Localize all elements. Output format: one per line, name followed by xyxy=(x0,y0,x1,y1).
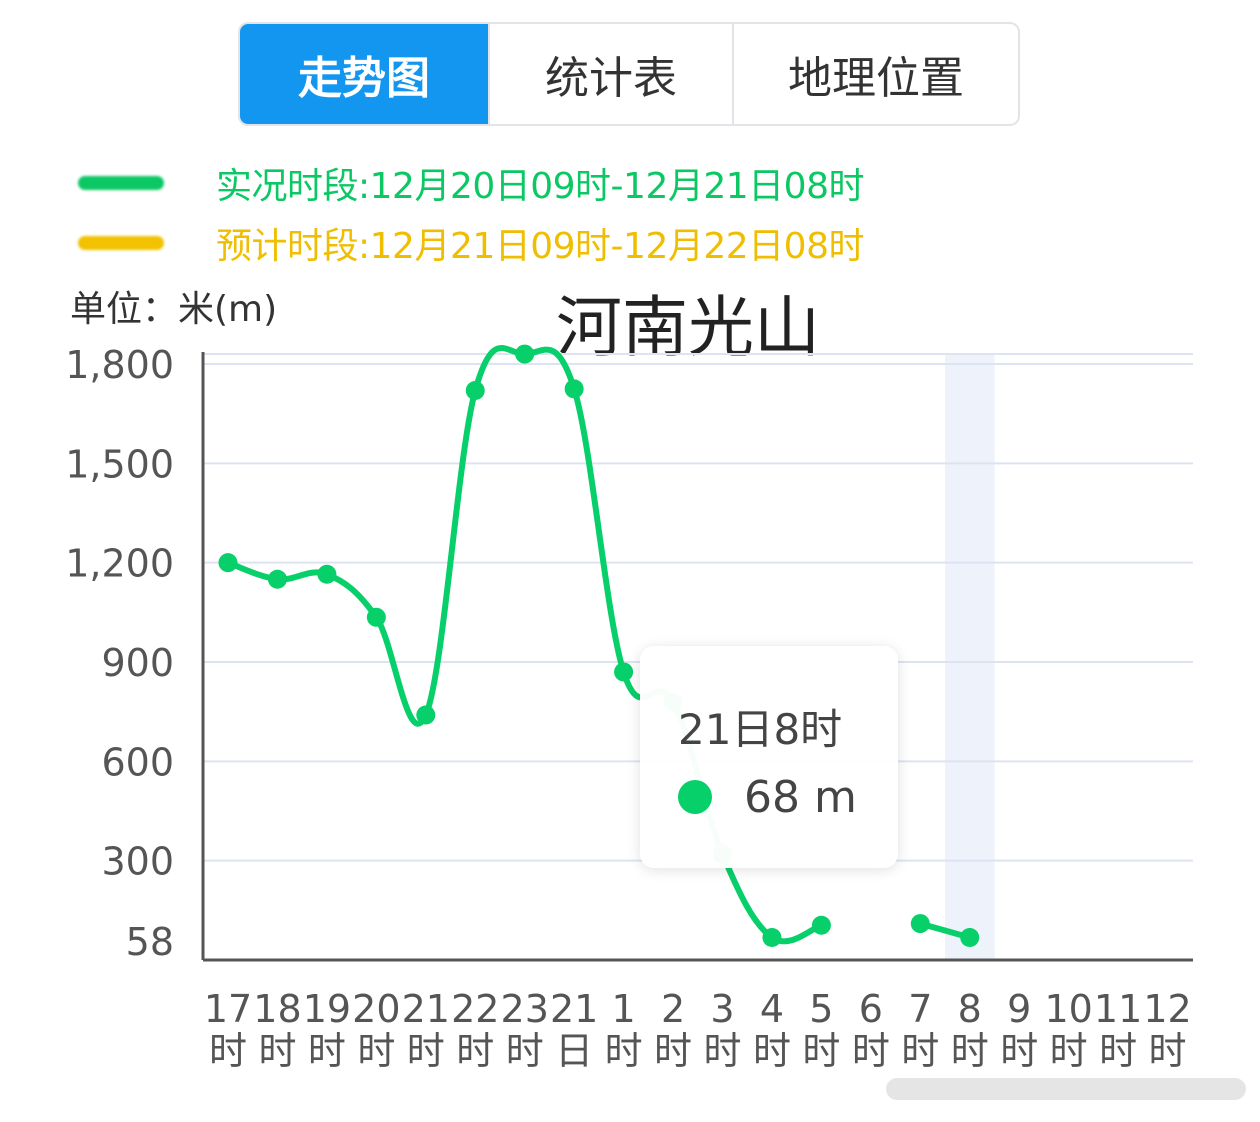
x-tick-label: 9 xyxy=(1007,987,1031,1031)
x-tick-label: 11 xyxy=(1094,987,1142,1031)
x-tick-label: 5 xyxy=(809,987,833,1031)
x-tick-suffix: 时 xyxy=(506,1029,544,1073)
unit-label: 单位：米(m) xyxy=(70,289,278,330)
chart-tooltip: 21日8时 68 m xyxy=(640,646,898,868)
data-point xyxy=(465,381,485,401)
x-tick-suffix: 时 xyxy=(605,1029,643,1073)
x-tick-suffix: 时 xyxy=(357,1029,395,1073)
x-tick-suffix: 时 xyxy=(407,1029,445,1073)
y-tick-label: 1,500 xyxy=(65,442,174,486)
x-tick-suffix: 时 xyxy=(1149,1029,1187,1073)
x-tick-label: 1 xyxy=(612,987,636,1031)
x-tick-label: 8 xyxy=(958,987,982,1031)
data-point xyxy=(416,705,436,725)
x-tick-label: 2 xyxy=(661,987,685,1031)
legend-forecast-label: 预计时段:12月21日09时-12月22日08时 xyxy=(216,226,864,267)
y-tick-label: 1,800 xyxy=(65,343,174,387)
tooltip-value: 68 m xyxy=(744,772,857,823)
x-tick-suffix: 时 xyxy=(703,1029,741,1073)
x-tick-label: 19 xyxy=(303,987,351,1031)
data-point xyxy=(762,927,782,947)
view-tabs: 走势图 统计表 地理位置 xyxy=(238,22,1020,126)
y-tick-label: 600 xyxy=(101,740,174,784)
legend-observed: 实况时段:12月20日09时-12月21日08时 xyxy=(78,158,864,208)
data-point xyxy=(267,569,287,589)
data-point xyxy=(614,662,634,682)
data-point xyxy=(317,564,337,584)
x-tick-label: 20 xyxy=(352,987,400,1031)
y-tick-label: 1,200 xyxy=(65,542,174,586)
x-tick-label: 22 xyxy=(451,987,499,1031)
legend-observed-swatch xyxy=(78,176,164,190)
data-point xyxy=(218,553,238,573)
x-tick-label: 10 xyxy=(1044,987,1092,1031)
x-tick-suffix: 时 xyxy=(258,1029,296,1073)
legend-forecast: 预计时段:12月21日09时-12月22日08时 xyxy=(78,218,864,268)
x-tick-suffix: 时 xyxy=(802,1029,840,1073)
x-tick-suffix: 时 xyxy=(753,1029,791,1073)
x-tick-label: 12 xyxy=(1143,987,1191,1031)
data-point xyxy=(960,927,980,947)
x-tick-label: 21 xyxy=(550,987,598,1031)
x-tick-suffix: 时 xyxy=(456,1029,494,1073)
x-tick-suffix: 时 xyxy=(1099,1029,1137,1073)
x-tick-suffix: 时 xyxy=(308,1029,346,1073)
x-tick-suffix: 时 xyxy=(852,1029,890,1073)
x-tick-suffix: 日 xyxy=(555,1029,593,1073)
x-tick-label: 18 xyxy=(253,987,301,1031)
x-tick-suffix: 时 xyxy=(951,1029,989,1073)
x-tick-suffix: 时 xyxy=(1000,1029,1038,1073)
tab-geo-location[interactable]: 地理位置 xyxy=(732,24,1018,124)
data-point xyxy=(515,344,535,364)
y-tick-label: 300 xyxy=(101,840,174,884)
tab-trend-chart[interactable]: 走势图 xyxy=(240,24,488,124)
x-tick-label: 7 xyxy=(908,987,932,1031)
x-tick-label: 3 xyxy=(710,987,734,1031)
data-point xyxy=(564,379,584,399)
data-point xyxy=(811,915,831,935)
tooltip-series-dot xyxy=(678,780,712,814)
highlight-band xyxy=(945,354,995,960)
data-point xyxy=(366,607,386,627)
x-tick-label: 17 xyxy=(204,987,252,1031)
tab-statistics-table[interactable]: 统计表 xyxy=(488,24,732,124)
x-tick-suffix: 时 xyxy=(654,1029,692,1073)
x-tick-suffix: 时 xyxy=(1050,1029,1088,1073)
x-tick-suffix: 时 xyxy=(901,1029,939,1073)
x-tick-label: 6 xyxy=(859,987,883,1031)
y-tick-label: 900 xyxy=(101,641,174,685)
legend-observed-label: 实况时段:12月20日09时-12月21日08时 xyxy=(216,166,864,207)
legend-forecast-swatch xyxy=(78,236,164,250)
y-tick-label: 58 xyxy=(126,920,174,964)
tooltip-title: 21日8时 xyxy=(678,705,843,754)
watermark-logo xyxy=(886,1078,1246,1100)
x-tick-label: 4 xyxy=(760,987,784,1031)
data-point xyxy=(910,914,930,934)
x-tick-label: 21 xyxy=(402,987,450,1031)
x-tick-label: 23 xyxy=(501,987,549,1031)
x-tick-suffix: 时 xyxy=(209,1029,247,1073)
